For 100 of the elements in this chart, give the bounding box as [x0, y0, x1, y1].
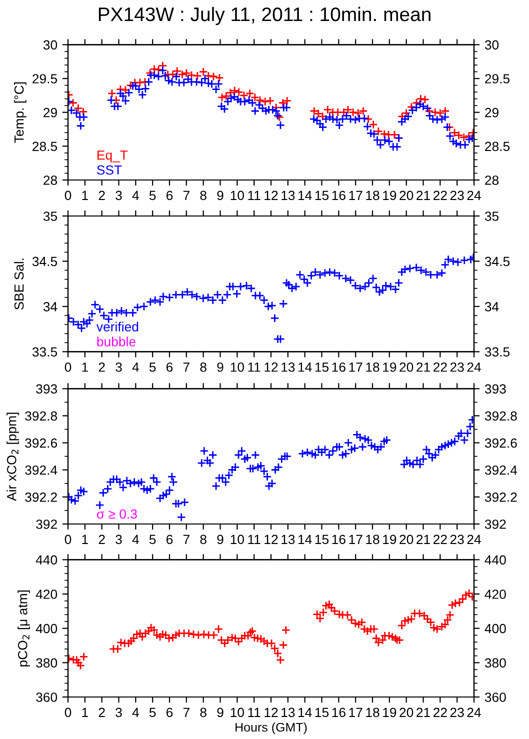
x-tick-label: 14	[298, 534, 312, 544]
y-axis-title: Temp. [°C]	[14, 82, 26, 143]
y2-tick-label: 392.6	[484, 438, 517, 448]
x-tick-label: 4	[132, 708, 139, 717]
x-tick-label: 0	[64, 708, 72, 718]
x-tick-label: 7	[183, 362, 190, 372]
y2-tick-label: 440	[484, 555, 506, 565]
y-axis-title: SBE Sal.	[14, 258, 24, 310]
x-tick-label: 6	[166, 708, 173, 718]
y2-tick-label: 35	[484, 212, 499, 221]
x-tick-label: 2	[98, 708, 105, 717]
x-tick-label: 0	[64, 362, 72, 372]
x-tick-label: 14	[298, 362, 312, 372]
y-axis-title: pCO$_{2}$ [μ atm]	[18, 590, 30, 666]
x-tick-label: 1	[82, 362, 88, 372]
x-tick-label: 9	[217, 708, 224, 718]
x-tick-label: 21	[416, 534, 430, 544]
x-tick-label: 17	[349, 708, 362, 717]
x-tick-label: 21	[416, 362, 430, 372]
x-tick-label: 18	[366, 534, 380, 544]
x-tick-label: 24	[467, 190, 481, 200]
text: Eq_T	[98, 150, 128, 162]
x-tick-label: 20	[400, 362, 414, 372]
x-tick-label: 16	[332, 190, 346, 200]
x-tick-label: 18	[366, 362, 380, 372]
x-tick-label: 11	[248, 708, 260, 717]
x-tick-label: 21	[416, 190, 430, 200]
y-tick-label: 34	[43, 302, 58, 312]
y-tick-label: 35	[43, 212, 58, 221]
x-tick-label: 13	[282, 534, 295, 544]
y-tick-label: 30	[43, 40, 58, 50]
x-tick-label: 6	[166, 190, 173, 200]
y-tick-label: 392	[36, 520, 57, 529]
y2-tick-label: 29.5	[485, 74, 510, 84]
y2-tick-label: 392	[484, 520, 506, 529]
x-tick-label: 12	[264, 362, 278, 372]
x-tick-label: 1	[82, 534, 88, 544]
x-tick-label: 10	[230, 534, 244, 544]
y-tick-label: 33.5	[32, 347, 58, 357]
y2-tick-label: 29	[485, 108, 498, 118]
x-tick-label: 23	[450, 362, 464, 372]
y-tick-label: 393	[36, 384, 58, 394]
x-tick-label: 7	[183, 534, 190, 544]
x-tick-label: 7	[183, 190, 190, 200]
y-tick-label: 34.5	[32, 256, 58, 266]
x-tick-label: 9	[217, 362, 224, 372]
y2-tick-label: 380	[484, 658, 506, 668]
y2-tick-label: 34	[484, 302, 499, 312]
x-tick-label: 2	[98, 362, 105, 372]
x-tick-label: 15	[315, 708, 329, 718]
x-tick-label: 16	[332, 534, 346, 544]
x-tick-label: 5	[149, 534, 156, 544]
y2-tick-label: 392.2	[484, 492, 517, 502]
x-tick-label: 19	[383, 362, 396, 372]
x-tick-label: 2	[98, 190, 105, 200]
x-tick-label: 8	[200, 708, 206, 718]
y-tick-label: 360	[36, 692, 58, 702]
x-tick-label: 19	[383, 190, 396, 200]
x-tick-label: 6	[166, 534, 173, 544]
x-tick-label: 9	[217, 534, 224, 544]
x-tick-label: 8	[200, 362, 206, 372]
x-tick-label: 10	[230, 362, 244, 372]
y-tick-label: 392.8	[25, 411, 58, 421]
x-axis-title: Hours (GMT)	[236, 722, 307, 734]
y-tick-label: 392.6	[25, 438, 58, 448]
x-tick-label: 23	[450, 534, 464, 544]
x-tick-label: 13	[282, 190, 295, 200]
x-tick-label: 2	[98, 534, 105, 544]
y-axis-title: Air xCO$_{2}$ [ppm]	[6, 412, 19, 501]
x-tick-label: 0	[64, 534, 72, 544]
x-tick-label: 19	[383, 534, 396, 544]
x-tick-label: 5	[149, 362, 156, 372]
x-tick-label: 24	[467, 534, 481, 544]
y2-tick-label: 392.4	[484, 465, 518, 475]
x-tick-label: 7	[183, 708, 190, 717]
x-tick-label: 17	[349, 534, 362, 544]
x-tick-label: 19	[383, 708, 396, 718]
x-tick-label: 22	[433, 708, 447, 717]
x-tick-label: 4	[132, 534, 139, 544]
y-tick-label: 28	[44, 176, 58, 185]
x-tick-label: 5	[149, 190, 156, 200]
x-tick-label: 13	[282, 708, 295, 718]
y2-tick-label: 392.8	[484, 411, 517, 421]
x-tick-label: 14	[298, 708, 312, 717]
x-tick-label: 11	[248, 190, 260, 200]
x-tick-label: 9	[217, 190, 224, 200]
x-tick-label: 3	[116, 362, 122, 372]
y2-tick-label: 30	[484, 40, 499, 50]
x-tick-label: 23	[450, 190, 464, 200]
y2-tick-label: 34.5	[484, 256, 510, 266]
text: SST	[97, 165, 122, 175]
series-label: verified	[96, 322, 138, 332]
y-tick-label: 380	[36, 658, 58, 668]
x-tick-label: 15	[315, 534, 329, 544]
annotation: σ ≥ 0.3	[96, 509, 137, 519]
x-tick-label: 12	[264, 190, 278, 200]
x-tick-label: 20	[400, 190, 414, 200]
x-tick-label: 24	[467, 362, 481, 372]
x-tick-label: 22	[433, 190, 447, 200]
y-tick-label: 29	[44, 108, 57, 118]
